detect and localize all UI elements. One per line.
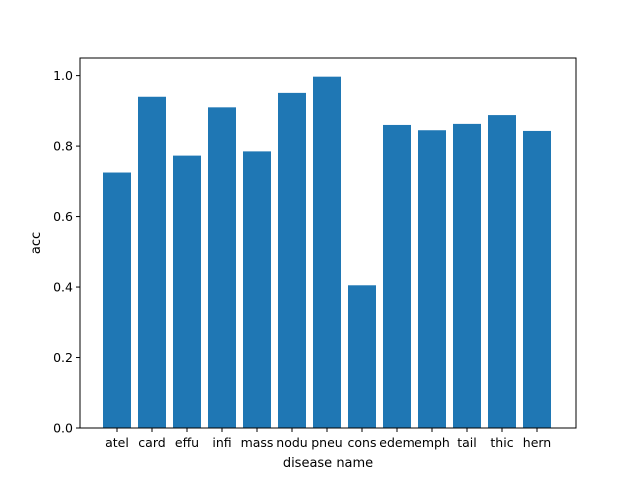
x-tick-label: thic [490, 435, 513, 450]
y-tick-label: 1.0 [53, 68, 73, 83]
x-tick-label: card [138, 435, 165, 450]
bar-thic [488, 115, 516, 428]
bar-nodu [278, 92, 306, 428]
x-tick-label: atel [105, 435, 129, 450]
bars-group [103, 76, 551, 429]
x-tick-label: pneu [311, 435, 342, 450]
y-tick-label: 0.8 [53, 139, 73, 154]
y-axis-ticks: 0.0 0.2 0.4 0.6 0.8 1.0 [53, 68, 80, 436]
x-axis-ticks: atel card effu infi mass nodu pneu cons edem emph… [105, 428, 551, 450]
bar-card [138, 96, 166, 428]
x-tick-label: effu [175, 435, 199, 450]
x-tick-label: cons [348, 435, 377, 450]
bar-cons [348, 285, 376, 428]
bar-pneu [313, 76, 341, 428]
x-tick-label: mass [241, 435, 274, 450]
x-tick-label: edem [379, 435, 415, 450]
bar-infi [208, 107, 236, 428]
bar-hern [523, 130, 551, 428]
bar-atel [103, 172, 131, 428]
bar-edem [383, 124, 411, 428]
y-tick-label: 0.2 [53, 350, 73, 365]
x-tick-label: infi [212, 435, 231, 450]
bar-mass [243, 151, 271, 428]
x-tick-label: nodu [276, 435, 307, 450]
plot-frame [79, 57, 577, 429]
y-tick-label: 0.6 [53, 209, 73, 224]
y-tick-label: 0.4 [53, 280, 73, 295]
y-tick-label: 0.0 [53, 421, 73, 436]
x-tick-label: emph [414, 435, 450, 450]
x-axis-label: disease name [283, 456, 373, 471]
bar-tail [453, 123, 481, 429]
bar-emph [418, 130, 446, 428]
x-tick-label: tail [457, 435, 477, 450]
x-tick-label: hern [523, 435, 551, 450]
bar-effu [173, 155, 201, 428]
y-axis-label: acc [29, 232, 44, 254]
